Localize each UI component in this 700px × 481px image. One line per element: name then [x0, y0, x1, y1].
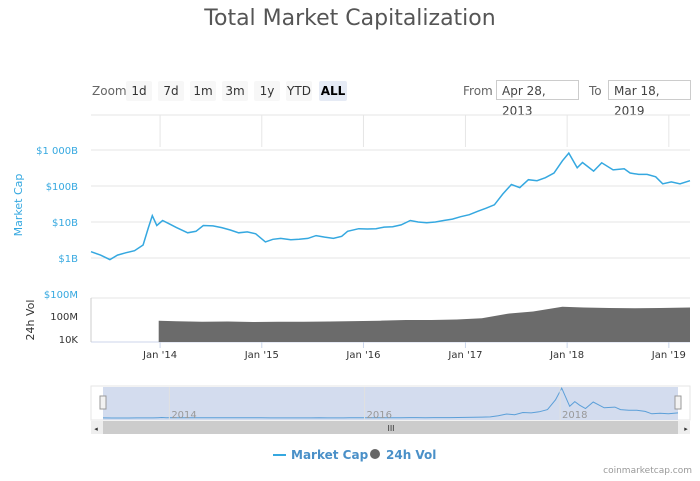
x-tick-label: Jan '16: [345, 350, 380, 361]
scroll-right-arrow-icon[interactable]: ▸: [684, 425, 688, 433]
zoom-7d-button[interactable]: 7d: [158, 81, 184, 101]
market-cap-axis-title: Market Cap: [12, 174, 25, 237]
legend-item-market-cap[interactable]: Market Cap: [273, 448, 369, 462]
zoom-all-button[interactable]: ALL: [319, 81, 347, 101]
x-tick-label: Jan '18: [549, 350, 584, 361]
zoom-label: Zoom: [92, 84, 127, 98]
to-label: To: [589, 84, 602, 98]
navigator-tick-label: 2014: [171, 410, 196, 421]
y-tick-label: $1 000B: [36, 146, 78, 157]
y-tick-label: $100M: [44, 290, 78, 301]
zoom-1y-button[interactable]: 1y: [254, 81, 280, 101]
zoom-1d-button[interactable]: 1d: [126, 81, 152, 101]
market-cap-series-line: [90, 151, 691, 261]
x-tick-label: Jan '15: [244, 350, 279, 361]
navigator-right-handle[interactable]: [674, 395, 682, 410]
legend-label-volume: 24h Vol: [386, 448, 436, 462]
from-date-input[interactable]: Apr 28, 2013: [496, 80, 579, 118]
navigator-tick-label: 2016: [367, 410, 392, 421]
volume-legend-icon: [370, 449, 380, 459]
y-tick-label: $1B: [58, 254, 78, 265]
volume-axis-title: 24h Vol: [24, 300, 37, 341]
y-tick-label: 10K: [59, 335, 79, 346]
x-tick-label: Jan '14: [142, 350, 177, 361]
zoom-1m-button[interactable]: 1m: [190, 81, 216, 101]
y-tick-label: $10B: [52, 218, 78, 229]
x-tick-label: Jan '17: [447, 350, 482, 361]
scrollbar-grip-icon: III: [387, 424, 394, 433]
navigator-tick-label: 2018: [562, 410, 587, 421]
volume-series-area: [158, 306, 690, 342]
navigator-series-line: [102, 386, 679, 419]
x-tick-label: Jan '19: [651, 350, 686, 361]
from-label: From: [463, 84, 493, 98]
y-tick-label: $100B: [46, 182, 78, 193]
navigator-left-handle[interactable]: [99, 395, 107, 410]
legend-label-market-cap: Market Cap: [291, 448, 369, 462]
legend-item-volume[interactable]: 24h Vol: [370, 448, 436, 462]
chart-title: Total Market Capitalization: [204, 6, 496, 31]
credit-link[interactable]: coinmarketcap.com: [603, 466, 692, 476]
y-tick-label: 100M: [50, 312, 78, 323]
zoom-ytd-button[interactable]: YTD: [286, 81, 312, 101]
zoom-3m-button[interactable]: 3m: [222, 81, 248, 101]
scroll-left-arrow-icon[interactable]: ◂: [94, 425, 98, 433]
navigator-selection[interactable]: [103, 387, 678, 420]
scrollbar-thumb[interactable]: [103, 421, 678, 434]
